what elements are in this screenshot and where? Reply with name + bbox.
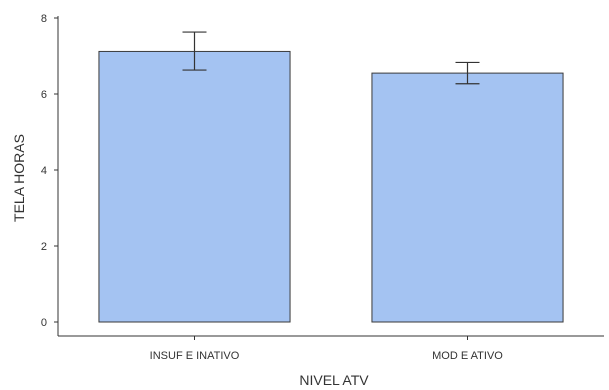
x-tick-label: INSUF E INATIVO (150, 350, 240, 362)
y-axis: 0 2 4 6 8 (41, 13, 59, 336)
y-axis-title: TELA HORAS (11, 134, 27, 222)
y-tick-label: 2 (41, 241, 47, 253)
x-axis-title: NIVEL ATV (299, 372, 369, 388)
x-tick-label: MOD E ATIVO (432, 350, 503, 362)
x-axis: INSUF E INATIVO MOD E ATIVO (58, 335, 604, 362)
bar (371, 72, 564, 323)
bar (98, 50, 291, 323)
y-tick-label: 0 (41, 317, 47, 329)
y-tick-label: 4 (41, 165, 47, 177)
error-bars (182, 31, 480, 85)
bars (98, 50, 564, 323)
y-tick-label: 6 (41, 89, 47, 101)
y-tick-label: 8 (41, 13, 47, 25)
